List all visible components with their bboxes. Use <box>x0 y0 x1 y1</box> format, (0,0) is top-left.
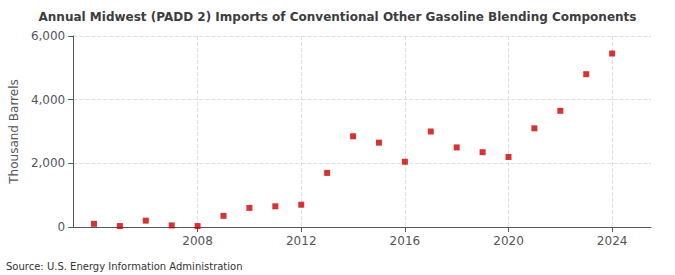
svg-text:Annual Midwest (PADD 2) Import: Annual Midwest (PADD 2) Imports of Conve… <box>39 10 637 24</box>
svg-text:Thousand Barrels: Thousand Barrels <box>7 79 21 184</box>
svg-text:6,000: 6,000 <box>31 29 65 43</box>
svg-text:2024: 2024 <box>597 234 628 248</box>
svg-text:2008: 2008 <box>182 234 213 248</box>
svg-text:Source: U.S. Energy Informatio: Source: U.S. Energy Information Administ… <box>6 261 243 272</box>
svg-text:2,000: 2,000 <box>31 156 65 170</box>
svg-text:4,000: 4,000 <box>31 93 65 107</box>
svg-text:2012: 2012 <box>286 234 317 248</box>
svg-text:0: 0 <box>58 220 66 234</box>
svg-text:2020: 2020 <box>493 234 524 248</box>
svg-text:2016: 2016 <box>390 234 421 248</box>
